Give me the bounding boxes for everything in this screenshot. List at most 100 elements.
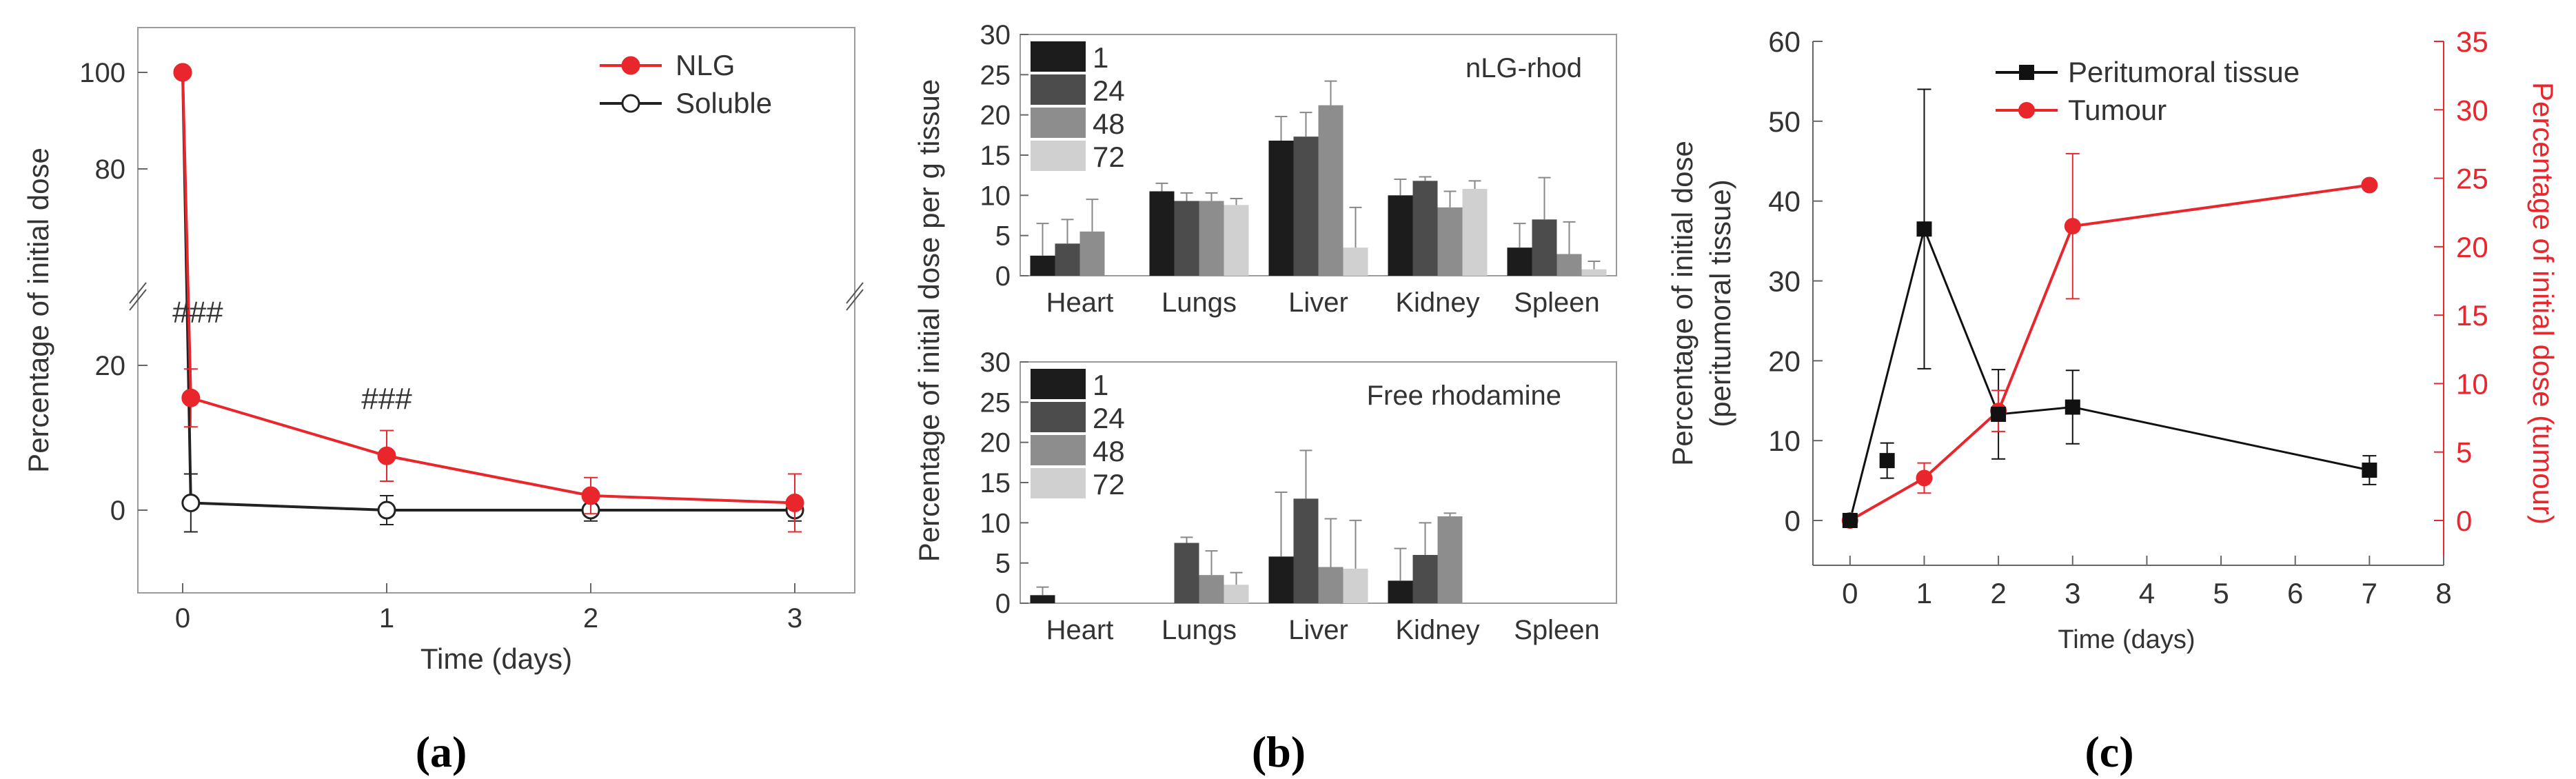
legend-swatch bbox=[1031, 369, 1086, 399]
axis-break-mark bbox=[129, 289, 147, 311]
significance-annotation: ### bbox=[172, 296, 223, 330]
category-label: Liver bbox=[1288, 615, 1348, 645]
legend-swatch bbox=[1031, 141, 1086, 171]
legend-marker bbox=[621, 56, 640, 75]
plot-frame bbox=[137, 27, 855, 594]
y-axis-label: Percentage of initial dose bbox=[22, 148, 54, 473]
bar-lungs-24 bbox=[1174, 201, 1199, 276]
category-label: Liver bbox=[1288, 287, 1348, 318]
bar-lungs-48 bbox=[1199, 201, 1224, 276]
y-tick-label-right: 20 bbox=[2456, 231, 2488, 263]
bar-heart-48 bbox=[1079, 231, 1105, 276]
y-tick-label: 20 bbox=[980, 101, 1011, 131]
x-tick-label: 2 bbox=[583, 603, 598, 634]
data-point-tumour bbox=[2361, 176, 2378, 194]
y-tick-label: 30 bbox=[980, 347, 1011, 378]
x-tick-label: 3 bbox=[2065, 577, 2080, 609]
legend-swatch bbox=[1031, 468, 1086, 498]
legend-swatch bbox=[1031, 108, 1086, 138]
data-point-nlg bbox=[377, 446, 396, 465]
y-tick-label: 100 bbox=[79, 58, 125, 88]
y-tick-label-left: 10 bbox=[1768, 425, 1801, 457]
panel-label: (a) bbox=[416, 727, 467, 776]
y-tick-label: 5 bbox=[995, 221, 1011, 252]
legend-marker bbox=[621, 94, 640, 113]
y-tick-label-left: 60 bbox=[1768, 26, 1801, 58]
y-tick-label-right: 30 bbox=[2456, 94, 2488, 126]
series-line-soluble bbox=[181, 72, 795, 512]
data-point-tumour bbox=[1916, 469, 1933, 487]
x-tick-label: 4 bbox=[2139, 577, 2155, 609]
y-tick-label: 80 bbox=[95, 154, 126, 185]
bar-kidney-1 bbox=[1388, 580, 1413, 603]
y-tick-label: 25 bbox=[980, 387, 1011, 418]
y-tick-label: 0 bbox=[110, 496, 125, 526]
panel-c: 0 10 20 30 40 50 60 0 5 10 15 20 25 30 35 0 1 2 3 4 5 6 7 8 Time… bbox=[1666, 26, 2559, 776]
data-point-peritumoral bbox=[1879, 453, 1895, 469]
x-axis-label: Time (days) bbox=[2058, 625, 2195, 654]
x-tick-label: 6 bbox=[2287, 577, 2303, 609]
y-tick-label: 15 bbox=[980, 141, 1011, 171]
y-axis-label: Percentage of initial dose per g tissue bbox=[913, 79, 945, 562]
y-tick-label: 25 bbox=[980, 60, 1011, 90]
x-tick-label: 0 bbox=[175, 603, 190, 634]
x-tick-label: 8 bbox=[2435, 577, 2451, 609]
panel-label: (c) bbox=[2085, 727, 2133, 776]
y-axis-label-right: Percentage of initial dose (tumour) bbox=[2527, 82, 2559, 525]
data-point-tumour bbox=[2064, 218, 2081, 235]
data-point-peritumoral bbox=[1842, 513, 1858, 528]
bar-lungs-72 bbox=[1224, 585, 1249, 603]
y-tick-label-left: 0 bbox=[1785, 505, 1801, 537]
bar-liver-72 bbox=[1343, 568, 1368, 603]
x-tick-label: 7 bbox=[2362, 577, 2377, 609]
bar-kidney-24 bbox=[1412, 181, 1438, 276]
category-label: Heart bbox=[1046, 615, 1114, 645]
panel-a: 80 100 0 20 0 1 2 3 Time (days) Percentage of ini… bbox=[22, 27, 864, 776]
data-point-peritumoral bbox=[2362, 463, 2377, 478]
legend-swatch bbox=[1031, 402, 1086, 432]
y-tick-label-left: 20 bbox=[1768, 345, 1801, 377]
y-axis-label-left-line1: Percentage of initial dose bbox=[1666, 141, 1698, 466]
chart-title: nLG-rhod bbox=[1466, 53, 1582, 83]
axis-break-mark bbox=[129, 282, 147, 304]
data-point-peritumoral bbox=[1916, 221, 1932, 237]
y-tick-label: 15 bbox=[980, 468, 1011, 498]
bar-spleen-1 bbox=[1507, 247, 1532, 276]
legend-swatch bbox=[1031, 74, 1086, 105]
y-tick-label-left: 40 bbox=[1768, 185, 1801, 218]
x-tick-label: 1 bbox=[1916, 577, 1932, 609]
bar-liver-48 bbox=[1318, 105, 1343, 276]
y-tick-label-right: 25 bbox=[2456, 163, 2488, 195]
bar-liver-72 bbox=[1343, 247, 1368, 276]
data-point-nlg bbox=[181, 388, 201, 407]
bar-lungs-1 bbox=[1149, 191, 1175, 276]
bar-lungs-72 bbox=[1224, 205, 1249, 276]
data-point-nlg bbox=[173, 63, 192, 82]
legend-swatch bbox=[1031, 435, 1086, 465]
axis-break-mark bbox=[846, 282, 864, 304]
legend-label: 24 bbox=[1093, 402, 1125, 434]
category-label: Lungs bbox=[1162, 287, 1237, 318]
bar-liver-48 bbox=[1318, 567, 1343, 603]
data-point-peritumoral bbox=[2065, 399, 2080, 415]
y-tick-label: 5 bbox=[995, 549, 1011, 579]
category-label: Kidney bbox=[1395, 287, 1479, 318]
y-tick-label-left: 50 bbox=[1768, 105, 1801, 138]
x-tick-label: 1 bbox=[379, 603, 394, 634]
bar-kidney-48 bbox=[1437, 207, 1463, 276]
y-tick-label: 30 bbox=[980, 20, 1011, 50]
bar-heart-24 bbox=[1055, 243, 1080, 276]
axis-break-mark bbox=[846, 289, 864, 311]
data-point-nlg bbox=[581, 486, 600, 505]
data-point-nlg bbox=[785, 494, 804, 512]
bar-lungs-48 bbox=[1199, 575, 1224, 603]
x-tick-label: 0 bbox=[1842, 577, 1858, 609]
bar-heart-1 bbox=[1030, 255, 1055, 276]
legend-label: 72 bbox=[1093, 141, 1125, 173]
series-line-nlg bbox=[181, 72, 795, 505]
category-label: Heart bbox=[1046, 287, 1114, 318]
x-tick-label: 5 bbox=[2213, 577, 2229, 609]
y-tick-label: 10 bbox=[980, 508, 1011, 538]
y-tick-label-right: 5 bbox=[2456, 436, 2472, 469]
y-tick-label: 10 bbox=[980, 181, 1011, 211]
